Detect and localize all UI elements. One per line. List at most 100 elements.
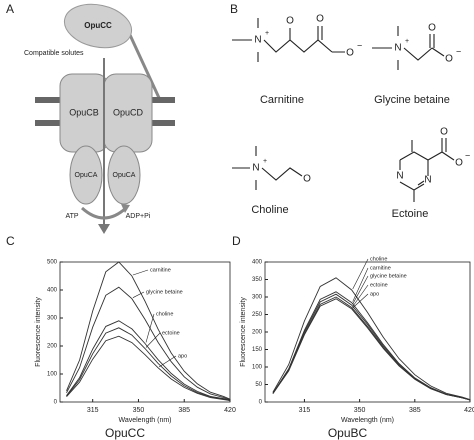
series-label: apo — [178, 353, 187, 359]
atom: O — [286, 16, 294, 27]
annotation-arrow — [352, 258, 369, 290]
series-line — [272, 296, 471, 401]
panel-b: B N + O O O − Carnitine N + O O − Glycin… — [230, 2, 470, 220]
y-tick-label: 200 — [47, 344, 58, 350]
x-tick-label: 420 — [464, 407, 474, 414]
annotation-arrow — [352, 275, 369, 305]
x-tick-label: 315 — [87, 407, 99, 414]
annotation-arrow — [145, 332, 161, 348]
x-axis-label: Wavelength (nm) — [118, 417, 171, 424]
x-tick-label: 385 — [409, 407, 421, 414]
label: OpuCD — [113, 107, 144, 117]
atom: N — [252, 163, 259, 174]
y-tick-label: 500 — [47, 260, 58, 266]
y-axis-label: Fluorescence intensity — [240, 297, 247, 367]
y-tick-label: 0 — [259, 400, 263, 406]
panel-a: A OpuCC OpuCB OpuCD OpuCA OpuCA Compatib… — [6, 2, 175, 234]
series-label: apo — [370, 291, 379, 297]
series-line — [272, 291, 471, 401]
series-label: ectoine — [162, 330, 180, 336]
compound-name: Carnitine — [260, 94, 304, 106]
x-tick-label: 385 — [178, 407, 190, 414]
atom: − — [456, 46, 461, 56]
label: OpuCC — [84, 21, 112, 30]
series-label: ectoine — [370, 282, 388, 288]
atom: N — [424, 175, 431, 186]
chart-title: OpuCC — [105, 426, 145, 440]
opuca-shape — [107, 145, 141, 205]
series-label: glycine betaine — [370, 273, 407, 279]
atom: − — [465, 150, 470, 160]
y-axis-label: Fluorescence intensity — [35, 297, 42, 367]
atom: O — [455, 158, 463, 169]
y-tick-label: 0 — [54, 400, 58, 406]
panel-letter: C — [6, 234, 15, 248]
x-tick-label: 350 — [354, 407, 366, 414]
x-axis-label: Wavelength (nm) — [341, 417, 394, 424]
y-tick-label: 400 — [47, 288, 58, 294]
label: ATP — [65, 213, 78, 220]
y-tick-label: 50 — [255, 382, 262, 388]
atom: O — [316, 14, 324, 25]
y-tick-label: 250 — [252, 312, 263, 318]
y-tick-label: 150 — [252, 347, 263, 353]
series-line — [272, 298, 471, 401]
label: OpuCA — [113, 172, 136, 179]
series-line — [66, 261, 231, 400]
annotation-arrow — [352, 267, 369, 302]
y-tick-label: 100 — [252, 365, 263, 371]
panel-letter: D — [232, 234, 241, 248]
annotation-arrow — [145, 313, 155, 343]
annotation-arrow — [352, 293, 369, 309]
y-tick-label: 100 — [47, 372, 58, 378]
series-label: choline — [156, 311, 173, 317]
compound-name: Choline — [251, 204, 288, 216]
series-line — [272, 277, 471, 401]
y-tick-label: 350 — [252, 277, 263, 283]
atom: + — [263, 158, 267, 165]
hydrolysis-arrow — [80, 206, 128, 220]
atom: N — [394, 43, 401, 54]
series-label: carnitine — [370, 265, 391, 271]
annotation-arrow — [132, 269, 149, 276]
atom: N — [396, 171, 403, 182]
arrowhead — [121, 204, 130, 213]
series-label: choline — [370, 256, 387, 262]
series-line — [66, 327, 231, 402]
y-tick-label: 400 — [252, 260, 263, 266]
arrowhead — [98, 224, 110, 234]
y-tick-label: 300 — [252, 295, 263, 301]
atom: N — [254, 35, 261, 46]
chart-title: OpuBC — [328, 426, 368, 440]
atom: O — [346, 48, 354, 59]
label: OpuCB — [69, 107, 99, 117]
y-tick-label: 300 — [47, 316, 58, 322]
x-tick-label: 315 — [299, 407, 311, 414]
opuca-shape — [69, 145, 103, 205]
opucc-shape — [63, 3, 133, 49]
y-tick-label: 200 — [252, 330, 263, 336]
series-line — [66, 286, 231, 401]
compound-name: Ectoine — [392, 208, 429, 220]
compound-name: Glycine betaine — [374, 94, 450, 106]
atom: O — [303, 174, 311, 185]
series-line — [66, 335, 231, 402]
atom: O — [440, 127, 448, 138]
plot-frame — [59, 261, 231, 403]
label: Compatible solutes — [24, 50, 84, 57]
atom: O — [445, 54, 453, 65]
panel-letter: A — [6, 2, 14, 16]
tether — [128, 34, 162, 101]
annotation-arrow — [158, 355, 177, 368]
plot-frame — [264, 261, 471, 403]
series-label: carnitine — [150, 267, 171, 273]
x-tick-label: 350 — [133, 407, 145, 414]
panel-letter: B — [230, 2, 238, 16]
series-line — [272, 293, 471, 401]
atom: − — [357, 40, 362, 50]
annotation-arrow — [352, 284, 369, 307]
annotation-arrow — [132, 291, 145, 298]
series-label: glycine betaine — [146, 289, 183, 295]
atom: + — [265, 30, 269, 37]
